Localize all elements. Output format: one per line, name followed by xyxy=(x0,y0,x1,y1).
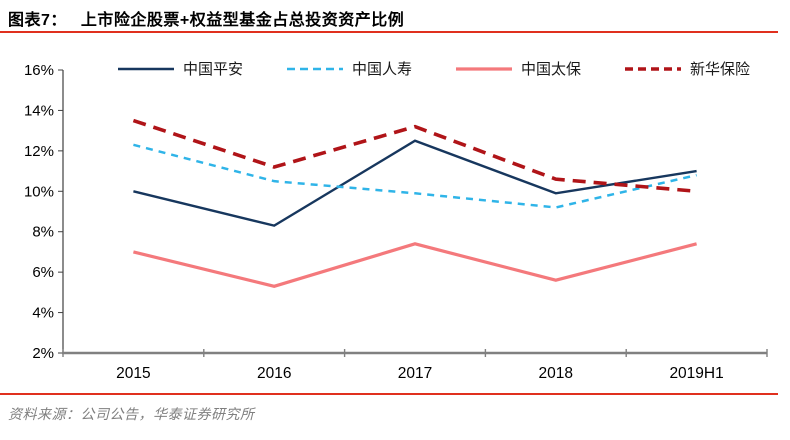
series-line-2 xyxy=(133,242,698,288)
line-chart-plot: 2% 4% 6% 8% 10% 12% 14% 16% 2015 2016 2017 2018 2019… xyxy=(24,62,768,382)
legend-item-pingan: 中国平安 xyxy=(118,58,243,79)
legend-label: 中国平安 xyxy=(183,61,244,78)
y-axis-label: 10% xyxy=(24,183,54,200)
legend-item-taibao: 中国太保 xyxy=(456,58,581,79)
title-underline-rule xyxy=(0,31,778,33)
x-axis-label: 2016 xyxy=(257,365,291,382)
series-line-3 xyxy=(132,118,697,194)
legend-line-swatch xyxy=(287,67,344,70)
legend-line-swatch xyxy=(118,67,174,70)
legend-label: 中国太保 xyxy=(521,61,582,78)
chart-title-text: 上市险企股票+权益型基金占总投资资产比例 xyxy=(80,12,405,29)
legend-label: 新华保险 xyxy=(690,61,751,78)
y-axis-label: 6% xyxy=(32,264,54,281)
legend-item-renshou: 中国人寿 xyxy=(287,58,412,79)
series-line-1 xyxy=(133,143,697,209)
x-axis-label: 2018 xyxy=(539,365,573,382)
y-axis-label: 2% xyxy=(32,345,54,362)
chart-legend: 中国平安 中国人寿 中国太保 新华保险 xyxy=(118,58,750,79)
y-axis-label: 8% xyxy=(32,224,54,241)
legend-label: 中国人寿 xyxy=(352,61,413,78)
footer-separator-rule xyxy=(0,393,778,395)
chart-title: 图表7： 上市险企股票+权益型基金占总投资资产比例 xyxy=(8,6,404,30)
legend-line-swatch xyxy=(625,66,682,71)
legend-item-xinhua: 新华保险 xyxy=(625,58,750,79)
y-axis-label: 12% xyxy=(24,143,54,160)
source-note: 资料来源：公司公告，华泰证券研究所 xyxy=(8,408,255,423)
x-axis-label: 2019H1 xyxy=(669,365,723,382)
chart-title-tag: 图表7： xyxy=(8,12,67,29)
series-line-0 xyxy=(133,139,697,227)
y-axis-label: 16% xyxy=(24,62,54,79)
y-axis-label: 4% xyxy=(32,305,54,322)
legend-line-swatch xyxy=(456,66,513,71)
x-axis-label: 2017 xyxy=(398,365,432,382)
x-axis-label: 2015 xyxy=(116,365,150,382)
y-axis-label: 14% xyxy=(24,102,54,119)
